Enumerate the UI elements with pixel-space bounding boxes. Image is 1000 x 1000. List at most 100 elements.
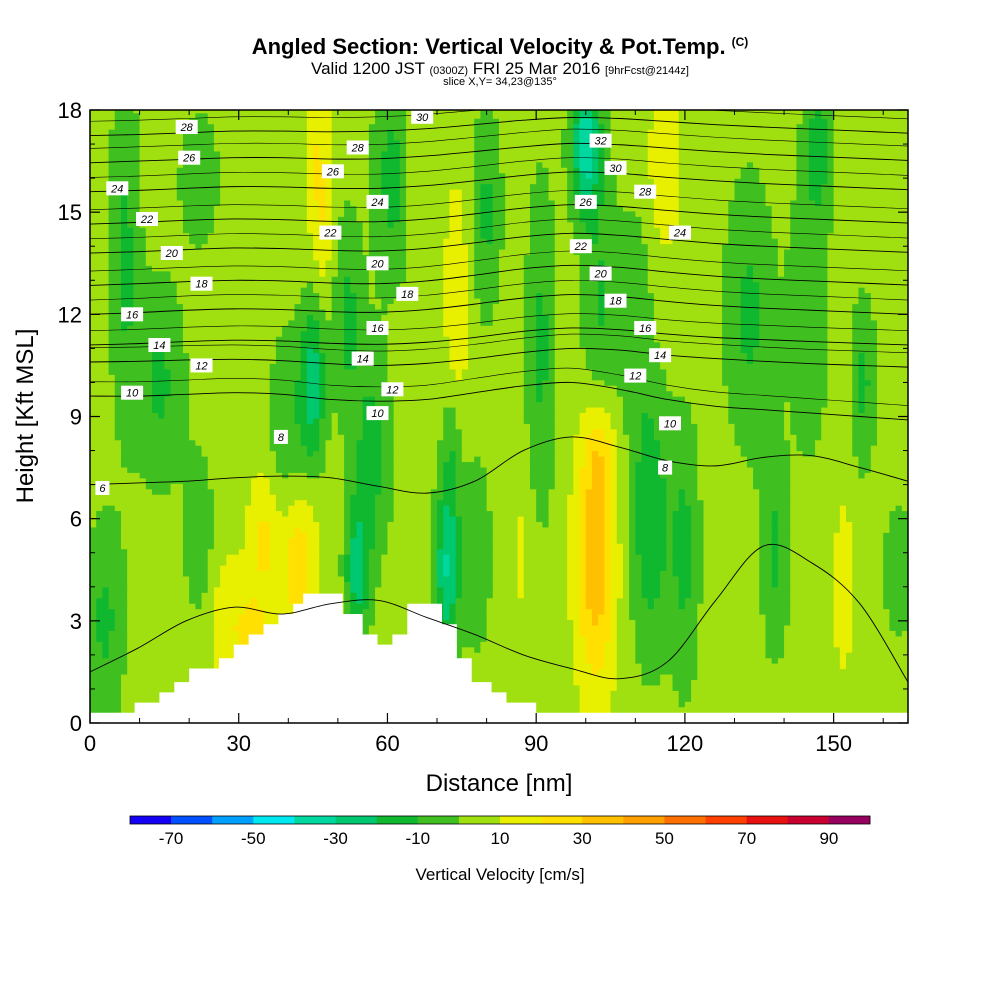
velocity-cell [350, 510, 358, 517]
velocity-cell [201, 537, 209, 544]
velocity-cell [300, 178, 308, 185]
velocity-cell [306, 510, 314, 517]
velocity-cell [170, 499, 178, 506]
velocity-cell [319, 499, 327, 506]
velocity-cell [306, 554, 314, 561]
velocity-cell [356, 189, 364, 196]
velocity-cell [189, 614, 196, 621]
velocity-cell [356, 178, 364, 185]
velocity-cell [182, 439, 190, 446]
velocity-cell [108, 657, 116, 664]
velocity-cell [306, 434, 314, 441]
velocity-cell [325, 341, 333, 348]
velocity-cell [145, 112, 153, 119]
velocity-cell [158, 172, 165, 179]
velocity-cell [251, 417, 258, 424]
velocity-cell [170, 238, 178, 245]
velocity-cell [158, 292, 165, 299]
velocity-cell [96, 314, 103, 321]
velocity-cell [313, 363, 320, 370]
velocity-cell [220, 423, 227, 430]
velocity-cell [263, 308, 271, 315]
velocity-cell [127, 238, 134, 245]
velocity-cell [207, 477, 215, 484]
velocity-cell [257, 297, 265, 305]
slice-line: slice X,Y= 34,23@135° [443, 76, 557, 88]
velocity-cell [133, 232, 141, 239]
velocity-cell [288, 308, 296, 315]
velocity-cell [176, 297, 184, 305]
velocity-cell [201, 510, 209, 517]
velocity-cell [257, 521, 265, 528]
velocity-cell [356, 423, 364, 430]
velocity-cell [170, 374, 178, 381]
velocity-cell [251, 477, 258, 484]
velocity-cell [96, 439, 103, 446]
velocity-cell [139, 624, 147, 631]
velocity-cell [275, 265, 283, 272]
velocity-cell [319, 110, 327, 114]
velocity-cell [238, 150, 246, 157]
velocity-cell [263, 586, 271, 593]
velocity-cell [176, 330, 184, 337]
velocity-cell [337, 210, 345, 217]
velocity-cell [102, 701, 110, 708]
velocity-cell [306, 276, 314, 283]
velocity-cell [263, 189, 271, 196]
velocity-cell [294, 456, 302, 463]
velocity-cell [220, 325, 227, 332]
velocity-cell [114, 624, 122, 631]
velocity-cell [139, 194, 147, 201]
velocity-cell [319, 210, 327, 217]
velocity-cell [294, 205, 302, 212]
velocity-cell [325, 303, 333, 310]
velocity-cell [313, 150, 320, 157]
velocity-cell [275, 167, 283, 174]
velocity-cell [176, 205, 184, 212]
velocity-cell [176, 597, 184, 604]
velocity-cell [251, 330, 258, 337]
velocity-cell [313, 238, 320, 245]
velocity-cell [102, 456, 110, 463]
velocity-cell [226, 178, 234, 185]
velocity-cell [244, 461, 252, 468]
velocity-cell [344, 396, 351, 403]
velocity-cell [90, 259, 97, 266]
velocity-cell [294, 494, 302, 501]
velocity-cell [356, 575, 364, 582]
velocity-cell [282, 134, 289, 141]
velocity-cell [232, 619, 240, 626]
velocity-cell [244, 423, 252, 430]
velocity-cell [244, 270, 252, 277]
velocity-cell [96, 684, 103, 691]
velocity-cell [133, 456, 141, 463]
velocity-cell [96, 292, 103, 299]
velocity-cell [158, 603, 165, 610]
velocity-cell [158, 368, 165, 375]
velocity-cell [244, 129, 252, 136]
velocity-cell [232, 608, 240, 615]
velocity-cell [232, 396, 240, 403]
velocity-cell [139, 499, 147, 506]
velocity-cell [189, 559, 196, 566]
velocity-cell [127, 172, 134, 179]
velocity-cell [164, 227, 172, 234]
velocity-cell [213, 205, 221, 212]
velocity-cell [102, 597, 110, 604]
velocity-cell [182, 368, 190, 375]
velocity-cell [96, 385, 103, 392]
velocity-cell [294, 243, 302, 250]
velocity-cell [220, 494, 227, 501]
velocity-cell [325, 292, 333, 299]
velocity-cell [170, 308, 178, 315]
velocity-cell [331, 483, 339, 490]
velocity-cell [151, 194, 159, 201]
velocity-cell [288, 325, 296, 332]
velocity-cell [350, 385, 358, 392]
velocity-cell [90, 167, 97, 174]
velocity-cell [306, 521, 314, 528]
velocity-cell [127, 123, 134, 130]
velocity-cell [282, 592, 289, 599]
velocity-cell [331, 548, 339, 555]
velocity-cell [269, 581, 277, 588]
